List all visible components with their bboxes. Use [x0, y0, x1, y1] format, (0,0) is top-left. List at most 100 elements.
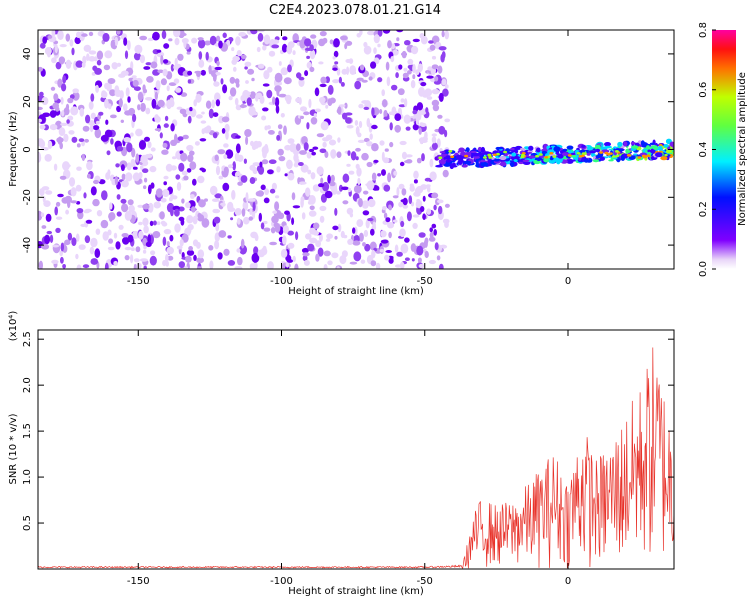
heatmap-cell — [429, 158, 434, 168]
heatmap-cell — [188, 224, 194, 231]
heatmap-cell — [367, 217, 374, 222]
heatmap-cell — [194, 70, 202, 74]
heatmap-cell — [133, 263, 137, 269]
heatmap-cell — [309, 49, 316, 60]
heatmap-cell — [59, 44, 67, 48]
heatmap-cell — [221, 116, 230, 123]
heatmap-cell — [197, 212, 202, 219]
heatmap-cell — [191, 37, 198, 44]
heatmap-cell — [39, 124, 46, 130]
heatmap-cell — [257, 32, 264, 42]
heatmap-cell — [299, 150, 307, 155]
heatmap-cell — [163, 59, 169, 64]
heatmap-cell — [229, 87, 237, 97]
heatmap-cell — [519, 147, 526, 151]
heatmap-cell — [655, 152, 663, 158]
heatmap-cell — [94, 56, 98, 62]
heatmap-cell — [78, 244, 86, 250]
heatmap-cell — [404, 257, 410, 262]
heatmap-cell — [428, 40, 434, 44]
heatmap-cell — [197, 175, 205, 184]
heatmap-cell — [410, 201, 415, 207]
heatmap-cell — [189, 161, 197, 170]
heatmap-cell — [404, 40, 411, 46]
heatmap-cell — [280, 67, 288, 76]
heatmap-cell — [293, 149, 300, 156]
heatmap-cell — [359, 64, 365, 71]
heatmap-cell — [431, 192, 439, 199]
heatmap-cell — [187, 154, 194, 163]
heatmap-cell — [103, 64, 111, 71]
heatmap-cell — [282, 36, 288, 41]
heatmap-cell — [367, 30, 375, 36]
heatmap-cell — [167, 255, 174, 261]
heatmap-cell — [528, 145, 534, 151]
heatmap-cell — [185, 202, 191, 209]
heatmap-cell — [162, 142, 168, 149]
heatmap-cell — [361, 100, 369, 104]
heatmap-cell — [448, 150, 453, 153]
heatmap-cell — [419, 137, 424, 145]
heatmap-cell — [96, 210, 103, 217]
heatmap-cell — [223, 143, 229, 148]
heatmap-cell — [75, 253, 79, 260]
heatmap-cell — [165, 254, 169, 263]
heatmap-cell — [381, 89, 386, 97]
snr-frame — [37, 329, 675, 570]
heatmap-cell — [95, 228, 101, 235]
heatmap-cell — [183, 38, 187, 49]
heatmap-cell — [104, 82, 109, 90]
heatmap-cell — [182, 134, 189, 140]
heatmap-cell — [131, 147, 136, 158]
heatmap-cell — [183, 175, 189, 181]
heatmap-cell — [426, 185, 431, 193]
heatmap-y-tick-label: -20 — [22, 189, 33, 205]
heatmap-cell — [382, 157, 390, 164]
heatmap-cell — [166, 103, 170, 107]
heatmap-cell — [121, 233, 129, 238]
heatmap-cell — [233, 66, 237, 72]
heatmap-cell — [87, 120, 96, 126]
heatmap-cell — [646, 154, 651, 157]
heatmap-cell — [562, 148, 568, 152]
heatmap-cell — [94, 67, 102, 75]
heatmap-cell — [193, 99, 197, 107]
heatmap-cell — [75, 60, 84, 68]
heatmap-cell — [361, 79, 368, 83]
heatmap-cell — [267, 169, 274, 175]
heatmap-cell — [186, 168, 192, 173]
heatmap-cell — [405, 154, 413, 158]
snr-y-tick-label: 2.5 — [22, 331, 33, 347]
heatmap-cell — [124, 211, 132, 221]
heatmap-cell — [179, 239, 184, 247]
heatmap-cell — [246, 97, 252, 106]
colorbar-tick-label: 0.6 — [698, 82, 709, 98]
heatmap-cell — [271, 39, 280, 44]
heatmap-cell — [244, 91, 251, 96]
heatmap-cell — [431, 64, 439, 70]
heatmap-cell — [53, 163, 58, 171]
heatmap-cell — [438, 125, 446, 135]
heatmap-cell — [543, 144, 547, 151]
heatmap-cell — [44, 47, 52, 55]
heatmap-cell — [49, 234, 54, 243]
heatmap-cell — [441, 30, 445, 38]
heatmap-cell — [267, 130, 275, 135]
heatmap-cell — [442, 169, 449, 178]
heatmap-cell — [262, 45, 267, 51]
heatmap-cell — [400, 243, 409, 254]
heatmap-cell — [142, 168, 149, 173]
heatmap-cell — [424, 250, 429, 259]
heatmap-cell — [342, 200, 349, 205]
heatmap-cell — [203, 126, 211, 134]
heatmap-cell — [534, 157, 543, 162]
heatmap-cell — [227, 235, 232, 239]
heatmap-cell — [245, 80, 249, 84]
heatmap-cell — [319, 83, 327, 88]
heatmap-cell — [213, 81, 220, 87]
heatmap-cell — [327, 98, 333, 106]
heatmap-cell — [199, 138, 207, 142]
heatmap-cell — [236, 217, 241, 225]
heatmap-cell — [236, 50, 242, 57]
heatmap-cell — [366, 141, 373, 147]
